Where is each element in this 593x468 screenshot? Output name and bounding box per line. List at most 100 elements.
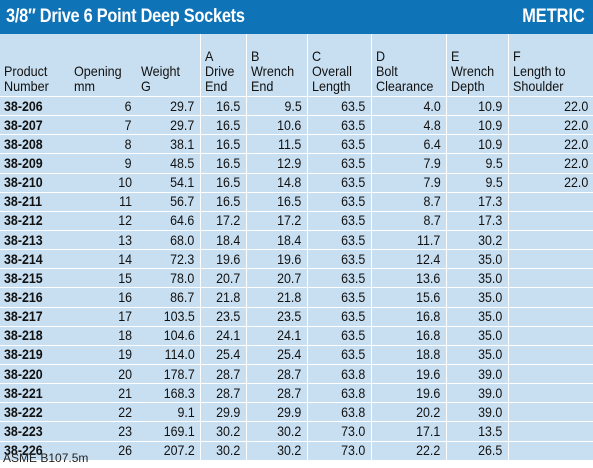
- cell-bolt-clearance: 12.4: [370, 249, 446, 269]
- cell-bolt-clearance: 20.2: [370, 402, 446, 422]
- cell-drive-end: 28.7: [199, 363, 246, 384]
- cell-value: 21: [118, 385, 132, 401]
- cell-bolt-clearance: 6.4: [370, 134, 446, 154]
- cell-value: 38-226: [4, 443, 43, 459]
- header-line: A: [204, 48, 213, 64]
- cell-value: 38-214: [4, 251, 43, 267]
- cell-value: 63.5: [341, 155, 366, 171]
- cell-opening: 12: [70, 210, 137, 231]
- cell-drive-end: 16.5: [199, 115, 246, 135]
- column-header-weight: Weight G: [137, 34, 200, 97]
- table-title: 3/8″ Drive 6 Point Deep Sockets: [6, 6, 245, 27]
- cell-opening: 21: [70, 383, 137, 403]
- table-row: 38-209 9 48.5 16.5 12.9 63.5 7.9 9.5 22.0: [0, 153, 593, 174]
- cell-weight: 168.3: [137, 383, 200, 403]
- cell-value: 12.9: [277, 155, 302, 171]
- cell-value: 35.0: [478, 251, 503, 267]
- cell-wrench-depth: 10.9: [445, 115, 508, 135]
- cell-value: 63.5: [341, 328, 366, 344]
- cell-product-number: 38-213: [0, 229, 70, 250]
- header-line: End: [250, 78, 273, 94]
- cell-value: 24.1: [277, 328, 302, 344]
- cell-opening: 13: [70, 229, 137, 250]
- cell-value: 12: [118, 213, 132, 229]
- cell-length-to-shoulder: [507, 344, 593, 365]
- cell-wrench-end: 30.2: [245, 421, 307, 442]
- cell-value: 14: [118, 251, 132, 267]
- cell-value: 18.4: [216, 232, 241, 248]
- cell-value: 6: [125, 98, 132, 114]
- cell-value: 22: [118, 404, 132, 420]
- cell-value: 169.1: [163, 423, 195, 439]
- header-line: D: [375, 48, 385, 64]
- cell-length-to-shoulder: 22.0: [507, 95, 593, 116]
- cell-value: 10.6: [277, 117, 302, 133]
- cell-bolt-clearance: 17.1: [370, 421, 446, 442]
- cell-overall-length: 63.8: [306, 402, 371, 422]
- header-line: Weight: [141, 63, 180, 79]
- cell-weight: 54.1: [137, 172, 200, 193]
- cell-value: 6.4: [423, 136, 441, 152]
- cell-length-to-shoulder: [507, 421, 593, 442]
- cell-opening: 10: [70, 172, 137, 193]
- cell-value: 26: [118, 443, 132, 459]
- cell-value: 38-219: [4, 347, 43, 363]
- cell-overall-length: 63.5: [306, 287, 371, 308]
- cell-wrench-depth: 35.0: [445, 306, 508, 327]
- cell-value: 18: [118, 328, 132, 344]
- cell-value: 21.8: [216, 289, 241, 305]
- cell-product-number: 38-223: [0, 421, 70, 442]
- cell-value: 10.9: [478, 136, 503, 152]
- cell-wrench-depth: 30.2: [445, 229, 508, 250]
- cell-value: 38.1: [170, 136, 195, 152]
- header-line: mm: [74, 78, 95, 94]
- table-row: 38-223 23 169.1 30.2 30.2 73.0 17.1 13.5: [0, 421, 593, 442]
- cell-wrench-end: 10.6: [245, 115, 307, 135]
- header-line: G: [141, 78, 151, 94]
- cell-product-number: 38-206: [0, 95, 70, 116]
- cell-value: 103.5: [163, 309, 195, 325]
- cell-drive-end: 24.1: [199, 325, 246, 346]
- cell-value: 20.7: [277, 270, 302, 286]
- cell-value: 13.5: [478, 423, 503, 439]
- cell-drive-end: 29.9: [199, 402, 246, 422]
- cell-value: 38-212: [4, 213, 43, 229]
- cell-value: 104.6: [163, 328, 195, 344]
- cell-value: 39.0: [478, 385, 503, 401]
- cell-weight: 178.7: [137, 363, 200, 384]
- cell-length-to-shoulder: [507, 249, 593, 269]
- cell-wrench-end: 19.6: [245, 249, 307, 269]
- cell-product-number: 38-208: [0, 134, 70, 154]
- cell-drive-end: 19.6: [199, 249, 246, 269]
- cell-drive-end: 21.8: [199, 287, 246, 308]
- cell-value: 63.5: [341, 117, 366, 133]
- cell-value: 29.9: [216, 404, 241, 420]
- cell-value: 30.2: [277, 423, 302, 439]
- cell-value: 16.5: [216, 136, 241, 152]
- cell-value: 207.2: [163, 443, 195, 459]
- cell-weight: 78.0: [137, 268, 200, 288]
- column-header-product-number: Product Number: [0, 34, 70, 97]
- cell-overall-length: 63.5: [306, 95, 371, 116]
- cell-value: 16.8: [416, 328, 441, 344]
- cell-value: 26.5: [478, 443, 503, 459]
- cell-bolt-clearance: 19.6: [370, 383, 446, 403]
- cell-weight: 29.7: [137, 115, 200, 135]
- cell-opening: 18: [70, 325, 137, 346]
- cell-value: 21.8: [277, 289, 302, 305]
- cell-value: 29.9: [277, 404, 302, 420]
- cell-overall-length: 63.5: [306, 249, 371, 269]
- cell-drive-end: 28.7: [199, 383, 246, 403]
- table-body: 38-206 6 29.7 16.5 9.5 63.5 4.0 10.9 22.0 38-207 7…: [0, 95, 593, 460]
- cell-wrench-depth: 26.5: [445, 440, 508, 460]
- table-row: 38-210 10 54.1 16.5 14.8 63.5 7.9 9.5 22.0: [0, 172, 593, 193]
- table-row: 38-217 17 103.5 23.5 23.5 63.5 16.8 35.0: [0, 306, 593, 327]
- cell-value: 20.7: [216, 270, 241, 286]
- cell-value: 22.0: [563, 117, 588, 133]
- header-line: Wrench: [450, 63, 494, 79]
- cell-value: 35.0: [478, 309, 503, 325]
- cell-value: 22.0: [563, 136, 588, 152]
- cell-opening: 22: [70, 402, 137, 422]
- cell-product-number: 38-215: [0, 268, 70, 288]
- header-line: Wrench: [250, 63, 294, 79]
